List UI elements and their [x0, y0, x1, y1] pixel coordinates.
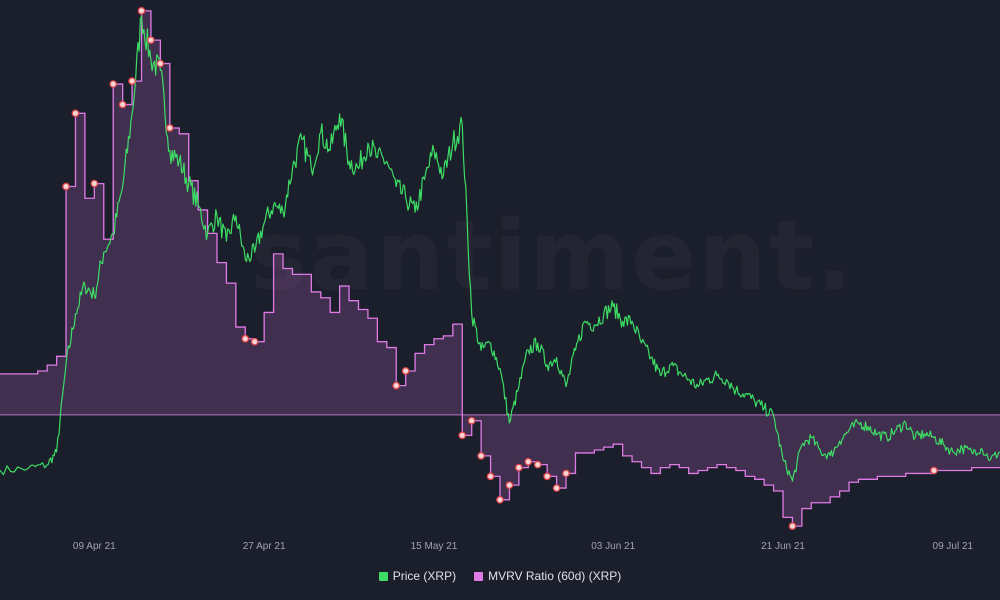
x-tick-label: 09 Jul 21 [932, 541, 974, 552]
x-tick-label: 09 Apr 21 [72, 541, 116, 552]
mvrv-marker [552, 484, 561, 492]
mvrv-marker [788, 522, 797, 530]
x-tick-label: 03 Jun 21 [591, 541, 636, 552]
mvrv-marker [250, 337, 259, 346]
mvrv-marker [524, 457, 533, 466]
mvrv-marker [496, 495, 504, 504]
mvrv-marker [137, 7, 146, 15]
mvrv-marker [147, 36, 155, 44]
mvrv-marker [505, 481, 514, 490]
mvrv-marker [486, 472, 495, 481]
mvrv-marker [241, 334, 250, 343]
legend-item-mvrv[interactable]: MVRV Ratio (60d) (XRP) [474, 569, 621, 583]
mvrv-marker [401, 367, 410, 375]
x-tick-label: 27 Apr 21 [242, 541, 286, 552]
mvrv-marker [467, 416, 476, 425]
legend-swatch-price [378, 571, 388, 581]
legend-swatch-mvrv [474, 571, 484, 581]
mvrv-marker [118, 100, 127, 109]
mvrv-marker [90, 179, 99, 188]
mvrv-marker [515, 463, 523, 472]
price-line [0, 15, 1000, 482]
x-tick-label: 21 Jun 21 [761, 541, 805, 552]
legend-label-mvrv: MVRV Ratio (60d) (XRP) [488, 569, 622, 583]
mvrv-marker [62, 182, 70, 191]
mvrv-area [0, 10, 1000, 527]
mvrv-marker [156, 59, 165, 68]
x-tick-label: 15 May 21 [410, 541, 458, 552]
mvrv-marker [533, 460, 542, 469]
mvrv-marker [392, 381, 401, 390]
mvrv-marker [543, 472, 552, 481]
mvrv-marker [165, 124, 174, 132]
mvrv-marker [71, 109, 80, 118]
mvrv-marker [562, 469, 570, 478]
mvrv-marker [930, 466, 938, 475]
legend-label-price: Price (XRP) [392, 569, 457, 583]
mvrv-marker [477, 452, 485, 460]
mvrv-marker [458, 431, 467, 440]
mvrv-marker [109, 80, 118, 88]
mvrv-marker [128, 77, 136, 85]
legend: Price (XRP) MVRV Ratio (60d) (XRP) [0, 569, 1000, 583]
legend-item-price[interactable]: Price (XRP) [378, 569, 457, 583]
